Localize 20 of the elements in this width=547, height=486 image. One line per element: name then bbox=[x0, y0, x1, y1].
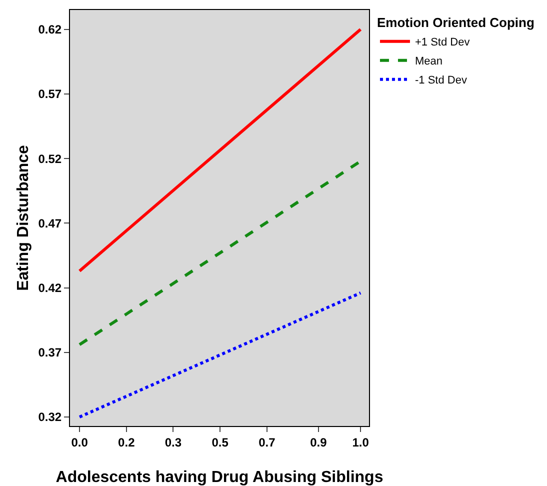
legend-title: Emotion Oriented Coping bbox=[376, 14, 534, 30]
x-tick-label: 0.7 bbox=[258, 435, 276, 450]
x-tick-label: 0.2 bbox=[118, 435, 136, 450]
x-axis-title: Adolescents having Drug Abusing Siblings bbox=[56, 469, 384, 486]
legend-label: +1 Std Dev bbox=[414, 36, 470, 49]
x-tick-label: 1.0 bbox=[352, 435, 370, 450]
y-tick-label: 0.37 bbox=[38, 346, 62, 360]
y-tick-label: 0.32 bbox=[38, 410, 62, 424]
legend-label: Mean bbox=[414, 56, 443, 68]
y-tick-label: 0.42 bbox=[38, 280, 62, 295]
x-tick-label: 0.5 bbox=[212, 435, 229, 450]
y-tick-label: 0.57 bbox=[38, 87, 62, 102]
y-tick-label: 0.52 bbox=[38, 152, 62, 166]
legend-label: -1 Std Dev bbox=[414, 74, 468, 87]
y-tick-label: 0.62 bbox=[38, 22, 62, 37]
x-tick-label: 0.9 bbox=[310, 435, 328, 450]
x-tick-label: 0.0 bbox=[71, 435, 88, 450]
y-axis-title: Eating Disturbance bbox=[15, 145, 32, 291]
y-tick-label: 0.47 bbox=[38, 216, 62, 230]
x-tick-label: 0.3 bbox=[164, 435, 182, 450]
